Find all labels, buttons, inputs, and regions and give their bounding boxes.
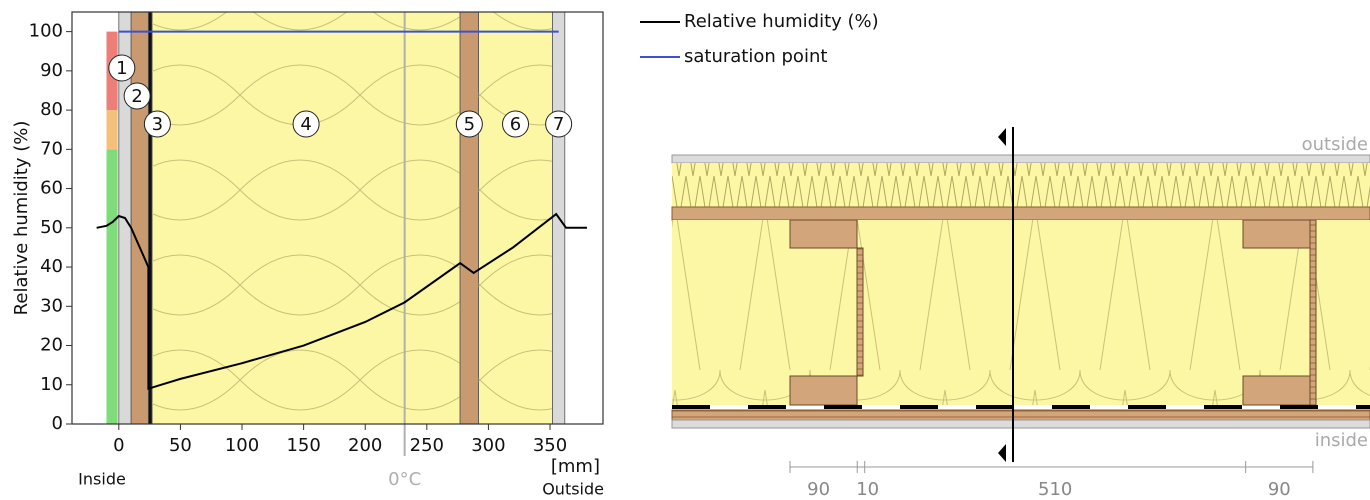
layer-label: 3 — [152, 114, 163, 135]
inside-label: inside — [1315, 430, 1368, 451]
y-tick-label: 60 — [40, 178, 63, 199]
inside-render — [671, 419, 1370, 429]
stud-block — [789, 375, 858, 406]
dim-label: 10 — [856, 479, 879, 500]
inner-board — [671, 409, 1370, 421]
risk-zone — [106, 110, 118, 150]
stud-block — [789, 219, 858, 249]
x-unit: [mm] — [551, 456, 600, 477]
dim-label: 90 — [807, 479, 830, 500]
layer-label: 4 — [300, 114, 311, 135]
stud-block — [1242, 375, 1311, 406]
outer-insulation-pattern — [672, 163, 1370, 207]
layer-label: 6 — [510, 114, 521, 135]
plot-frame — [71, 11, 604, 425]
layer-label: 7 — [553, 114, 564, 135]
y-axis-title: Relative humidity (%) — [11, 121, 32, 316]
dim-label: 90 — [1268, 479, 1291, 500]
construction-diagram: outside inside 90 10 510 90 — [671, 127, 1370, 500]
outside-render — [671, 154, 1370, 164]
x-tick-label: 300 — [471, 435, 505, 456]
layer-marker — [108, 54, 136, 82]
legend-label: Relative humidity (%) — [684, 11, 879, 32]
inside-label: Inside — [78, 470, 126, 489]
y-tick-label: 20 — [40, 335, 63, 356]
layer-marker — [455, 110, 483, 138]
stud-web — [1309, 219, 1317, 406]
outside-label: Outside — [542, 480, 604, 499]
stud-block — [1242, 219, 1311, 249]
cavity-insulation-pattern — [672, 220, 1370, 405]
x-tick-label: 150 — [286, 435, 320, 456]
y-tick-label: 40 — [40, 256, 63, 277]
x-tick-label: 250 — [410, 435, 444, 456]
y-tick-label: 0 — [52, 413, 63, 434]
outside-label: outside — [1302, 134, 1368, 155]
legend-label: saturation point — [684, 46, 827, 67]
layer-label: 2 — [131, 86, 142, 107]
wall-layer — [459, 11, 479, 425]
stud-web — [856, 247, 864, 377]
layer-marker — [545, 110, 573, 138]
layer-marker — [292, 110, 320, 138]
freezing-label: 0°C — [388, 469, 421, 490]
y-tick-label: 90 — [40, 60, 63, 81]
layer-marker — [143, 110, 171, 138]
series-line — [96, 212, 587, 391]
y-tick-label: 10 — [40, 374, 63, 395]
layer-marker — [123, 82, 151, 110]
risk-zone — [106, 149, 118, 425]
plot: 123 4 5 6 7 0°C 0 10 20 30 40 50 60 70 80 90 100 0 50 100 15… — [11, 11, 879, 499]
x-tick-label: 100 — [225, 435, 259, 456]
x-tick-label: 350 — [533, 435, 567, 456]
layer-marker — [502, 110, 530, 138]
dim-label: 510 — [1038, 479, 1072, 500]
layer-label: 1 — [116, 58, 127, 79]
x-tick-label: 200 — [348, 435, 382, 456]
outer-board — [671, 206, 1370, 221]
x-tick-label: 50 — [169, 435, 192, 456]
y-tick-label: 100 — [29, 21, 63, 42]
insulation-pattern — [152, 12, 461, 424]
insulation-pattern — [478, 12, 553, 424]
y-tick-label: 50 — [40, 217, 63, 238]
layer-label: 5 — [464, 114, 475, 135]
y-tick-label: 70 — [40, 138, 63, 159]
y-tick-label: 30 — [40, 295, 63, 316]
x-tick-label: 0 — [113, 435, 124, 456]
y-tick-label: 80 — [40, 99, 63, 120]
